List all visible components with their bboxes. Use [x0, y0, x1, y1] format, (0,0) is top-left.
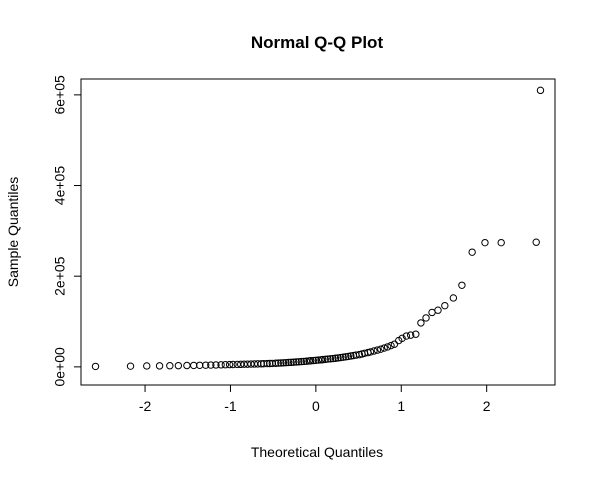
qq-point — [366, 348, 375, 356]
x-tick-label: 0 — [312, 398, 320, 414]
qq-point — [284, 358, 293, 367]
qq-point — [339, 353, 347, 361]
y-tick-label: 6e+05 — [52, 75, 68, 115]
x-tick-label: -1 — [224, 398, 237, 414]
qq-point — [212, 361, 220, 369]
qq-point — [166, 362, 174, 370]
qq-point — [318, 355, 327, 364]
qq-point — [326, 355, 335, 363]
qq-point — [314, 356, 323, 364]
x-tick-label: -2 — [139, 398, 152, 414]
qq-point — [387, 341, 395, 350]
qq-point — [295, 358, 303, 366]
qq-point — [497, 238, 505, 247]
qq-point — [402, 332, 411, 340]
qq-point — [331, 354, 340, 362]
y-tick-label: 4e+05 — [52, 166, 68, 206]
x-axis: -2 -1 0 1 2 — [139, 384, 491, 414]
qq-point — [347, 352, 355, 360]
qq-point — [342, 353, 350, 361]
qq-point — [263, 359, 271, 368]
qq-point — [428, 308, 436, 317]
x-axis-label: Theoretical Quantiles — [251, 444, 383, 460]
x-tick-label: 2 — [483, 398, 491, 414]
qq-point — [336, 353, 345, 362]
qq-point — [272, 359, 280, 367]
qq-point — [277, 359, 285, 367]
qq-point — [373, 346, 382, 354]
qq-point — [380, 344, 388, 352]
qq-point — [201, 361, 210, 369]
qq-point — [183, 361, 191, 370]
qq-point — [532, 238, 540, 246]
qq-point — [412, 330, 420, 338]
qq-point — [297, 357, 306, 366]
qq-point — [417, 319, 425, 327]
qq-point — [207, 361, 215, 369]
qq-point — [282, 358, 290, 367]
qq-point — [274, 359, 282, 367]
y-tick-label: 0e+00 — [52, 347, 68, 387]
qq-point — [334, 354, 342, 362]
y-axis: 0e+00 2e+05 4e+05 6e+05 — [52, 75, 82, 387]
plot-frame — [80, 78, 556, 386]
qq-point — [377, 345, 385, 353]
qq-point — [536, 86, 545, 95]
qq-point — [344, 352, 353, 361]
x-tick-label: 1 — [397, 398, 405, 414]
qq-point — [398, 334, 406, 343]
qq-point — [221, 361, 230, 369]
qq-point — [406, 331, 415, 339]
qq-point — [155, 362, 164, 370]
qq-point — [143, 362, 151, 370]
qq-point — [229, 360, 237, 369]
y-axis-label: Sample Quantiles — [5, 177, 21, 288]
qq-point — [383, 343, 392, 351]
qq-point — [190, 361, 198, 370]
data-points — [91, 86, 545, 371]
qq-point — [91, 362, 100, 371]
qq-point — [370, 347, 378, 355]
qq-point — [390, 340, 399, 348]
qq-point — [441, 301, 449, 310]
qq-point — [468, 248, 476, 256]
qq-point — [434, 306, 442, 314]
qq-point — [449, 294, 458, 302]
chart-title: Normal Q-Q Plot — [251, 33, 384, 52]
qq-point — [279, 359, 288, 367]
qq-point — [225, 360, 234, 369]
qq-point — [324, 355, 332, 363]
qq-point — [422, 314, 430, 322]
qq-point — [126, 362, 135, 370]
qq-point — [321, 355, 329, 364]
qq-point — [217, 361, 225, 369]
qq-point — [329, 354, 337, 363]
qq-point — [289, 358, 298, 366]
qq-point — [174, 361, 183, 370]
qq-point — [309, 356, 318, 365]
qq-point — [458, 281, 466, 289]
qq-point — [292, 358, 300, 366]
qq-point — [196, 361, 204, 369]
y-tick-label: 2e+05 — [52, 256, 68, 296]
qq-point — [481, 238, 489, 247]
qq-point — [307, 357, 315, 365]
qq-point — [287, 358, 295, 367]
